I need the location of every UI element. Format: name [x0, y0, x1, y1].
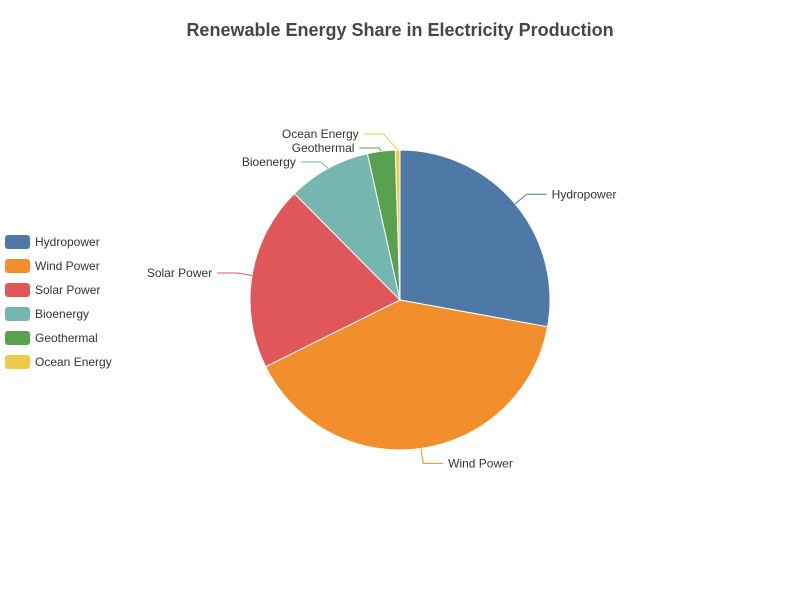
slice-label-wind-power: Wind Power	[448, 456, 513, 470]
labels-group: Hydropower Wind Power Solar Power Bioenergy…	[147, 127, 617, 470]
slice-label-bioenergy: Bioenergy	[242, 155, 296, 169]
legend-label-bioenergy: Bioenergy	[35, 307, 90, 321]
legend-label-hydropower: Hydropower	[35, 235, 100, 249]
chart-legend: Hydropower Wind Power Solar Power Bioene…	[5, 230, 112, 374]
legend-item-hydropower[interactable]: Hydropower	[5, 230, 112, 254]
legend-swatch-geothermal	[5, 331, 30, 345]
leader-line-hydropower	[514, 193, 547, 205]
leader-line-bioenergy	[300, 161, 329, 169]
legend-item-ocean-energy[interactable]: Ocean Energy	[5, 350, 112, 374]
legend-swatch-hydropower	[5, 235, 30, 249]
pie-slice-wind-power[interactable]	[264, 299, 549, 451]
pie-slice-solar-power[interactable]	[249, 192, 401, 368]
leader-line-solar-power	[217, 272, 253, 276]
slice-label-geothermal: Geothermal	[292, 141, 355, 155]
legend-swatch-bioenergy	[5, 307, 30, 321]
slice-label-ocean-energy: Ocean Energy	[282, 127, 359, 141]
pie-slice-hydropower[interactable]	[399, 149, 551, 328]
legend-label-ocean-energy: Ocean Energy	[35, 355, 112, 369]
legend-item-solar-power[interactable]: Solar Power	[5, 278, 112, 302]
legend-label-solar-power: Solar Power	[35, 283, 101, 297]
slice-label-hydropower: Hydropower	[552, 187, 617, 201]
legend-item-geothermal[interactable]: Geothermal	[5, 326, 112, 350]
legend-swatch-solar-power	[5, 283, 30, 297]
legend-swatch-wind-power	[5, 259, 30, 273]
legend-label-wind-power: Wind Power	[35, 259, 100, 273]
legend-swatch-ocean-energy	[5, 355, 30, 369]
slice-label-solar-power: Solar Power	[147, 266, 212, 280]
chart-title: Renewable Energy Share in Electricity Pr…	[186, 20, 614, 40]
slices-group	[249, 149, 551, 451]
legend-item-wind-power[interactable]: Wind Power	[5, 254, 112, 278]
legend-label-geothermal: Geothermal	[35, 331, 98, 345]
leader-line-ocean-energy	[363, 133, 399, 151]
leader-line-wind-power	[420, 448, 444, 464]
leader-line-geothermal	[359, 147, 382, 152]
pie-slice-bioenergy[interactable]	[293, 152, 401, 302]
legend-item-bioenergy[interactable]: Bioenergy	[5, 302, 112, 326]
